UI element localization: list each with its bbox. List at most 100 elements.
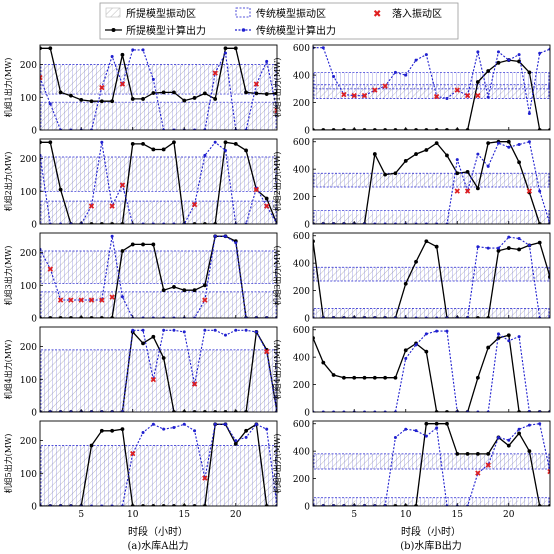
panel-a-1-proposed-point-17 — [202, 91, 207, 96]
panel-a-5-traditional-point-13 — [162, 427, 166, 431]
panel-b-4-proposed-point-4 — [342, 375, 346, 380]
legend-swatch-trad-zone — [235, 7, 251, 18]
panel-b-1-traditional-line — [313, 47, 550, 114]
panel-a-3-proposed-point-6 — [89, 316, 94, 318]
panel-a-5-traditional-point-12 — [151, 422, 155, 426]
panel-a-1-traditional-line — [40, 49, 277, 130]
panel-a-1-fall-point-2: ✖ — [119, 80, 126, 89]
panel-a-4-proposed-point-11 — [141, 341, 145, 346]
panel-a-1-ytick-label-200: 200 — [20, 61, 37, 71]
panel-a-3-proposed-point-12 — [151, 242, 156, 247]
panel-a-5-proposed-point-7 — [99, 428, 104, 433]
panel-b-1-fall-point-2: ✖ — [361, 92, 368, 101]
panel-a-1-proposed-point-7 — [99, 99, 104, 104]
legend-swatch-trad-out — [235, 28, 252, 32]
panel-b-4-ytick-label-400: 400 — [293, 354, 310, 364]
panel-b-5-ytick-label-400: 400 — [293, 448, 310, 458]
panel-a-2-ytick-label-200: 200 — [20, 155, 37, 165]
panel-b-1-frame — [312, 44, 551, 131]
panel-b-3-plot-area — [313, 235, 550, 318]
panel-b-5-traditional-zone-1 — [313, 453, 550, 470]
panel-a-2-proposed-point-23 — [264, 196, 269, 201]
panel-a-5-ytick-label-100: 100 — [20, 470, 37, 480]
panel-b-5-proposed-point-13 — [434, 421, 439, 426]
panel-a-1-fall-point-4: ✖ — [253, 80, 260, 89]
panel-b-3-ylabel: 机组3出力(MW) — [272, 246, 282, 306]
panel-a-1-fall-point-1: ✖ — [98, 84, 105, 93]
panel-a-4-traditional-point-11 — [141, 328, 145, 332]
panel-a-3-proposed-point-8 — [110, 316, 115, 318]
panel-a-4-proposed-point-21 — [244, 410, 248, 412]
panel-b-5-xtick-label-15: 15 — [452, 510, 464, 520]
panel-a-4-fall-point-0: ✖ — [150, 375, 157, 384]
panel-a-2-proposed-point-12 — [151, 147, 156, 152]
panel-a-5-frame — [39, 420, 278, 507]
panel-b-1-proposed-point-11 — [414, 128, 418, 130]
panel-b-1-fall-point-0: ✖ — [341, 90, 348, 99]
panel-a-5-proposed-point-14 — [172, 504, 176, 506]
panel-a-1-proposed-point-18 — [213, 97, 218, 101]
panel-a-4-traditional-point-12 — [151, 377, 155, 381]
panel-b-5-xtick-label-5: 5 — [351, 510, 357, 520]
panel-a-5-proposed-point-8 — [110, 428, 115, 433]
panel-a-4-proposed-line — [40, 329, 277, 412]
panel-a-3-plot-area: ✖✖ ✖ ✖ ✖ ✖ ✖ ✖ — [40, 234, 277, 318]
panel-a-2-proposed-point-10 — [130, 142, 135, 146]
panel-b-2-proposed-point-15 — [455, 171, 460, 176]
panel-a-2-fall-point-3: ✖ — [191, 200, 198, 209]
panel-a-1-frame — [39, 44, 278, 131]
panel-b-4-traditional-point-19 — [496, 332, 500, 336]
panel-a-3-traditional-point-9 — [120, 295, 124, 299]
panel-a-2-traditional-point-18 — [213, 140, 217, 144]
panel-b-5-proposed-point-23 — [537, 504, 542, 506]
panel-a-3-fall-point-5: ✖ — [98, 296, 105, 305]
panel-b-4-proposed-point-21 — [517, 410, 521, 412]
panel-a-4-traditional-point-14 — [172, 328, 176, 332]
panel-b-4-proposed-point-7 — [372, 375, 377, 380]
panel-b-5-ytick-label-600: 600 — [293, 420, 310, 430]
panel-a-5-traditional-point-11 — [141, 430, 145, 434]
panel-b-5-proposed-line — [313, 423, 550, 506]
panel-a-4-traditional-line — [40, 329, 277, 412]
panel-b-2-proposed-point-14 — [445, 153, 449, 158]
panel-a-4-traditional-point-21 — [244, 328, 248, 332]
panel-a-3-proposed-point-1 — [40, 316, 42, 318]
panel-b-1-proposed-point-8 — [383, 128, 388, 130]
panel-a-4-traditional-point-15 — [182, 330, 186, 334]
panel-b-5-proposed-point-17 — [475, 452, 480, 456]
panel-b-2-proposed-point-7 — [372, 152, 377, 156]
panel-b-2-fall-point-1: ✖ — [464, 187, 471, 196]
panel-b-2-traditional-point-20 — [507, 145, 511, 149]
panel-a-3-traditional-point-7 — [100, 298, 104, 302]
panel-b-5-ytick-label-0: 0 — [304, 503, 310, 513]
panel-b-1-fall-point-3: ✖ — [371, 86, 378, 95]
panel-b-3-proposed-point-23 — [537, 240, 542, 245]
panel-a-3-proposed-point-4 — [69, 316, 73, 318]
panel-a-1-traditional-point-18 — [213, 71, 217, 75]
legend-label-prop-zone: 所提模型振动区 — [126, 7, 196, 20]
panel-a-5-proposed-point-23 — [264, 504, 269, 506]
panel-a-4-traditional-point-18 — [213, 328, 217, 332]
panel-a-3-traditional-point-17 — [203, 298, 207, 302]
panel-b-3: 0 200 400 600 机组3出力(MW) — [272, 232, 551, 325]
panel-a-2-traditional-point-22 — [254, 186, 258, 190]
panel-a-4-plot-area: ✖ ✖ ✖ — [40, 328, 277, 412]
panel-b-2-proposed-point-13 — [434, 141, 439, 146]
panel-b-4-proposed-point-14 — [445, 410, 449, 412]
panel-b-5-frame — [312, 420, 551, 507]
panel-b-2-ylabel: 机组2出力(MW) — [272, 152, 282, 212]
panel-b-2-proposed-point-16 — [465, 170, 470, 174]
panel-a-1-traditional-point-10 — [131, 48, 135, 52]
panel-b-5-traditional-point-17 — [476, 471, 480, 475]
panel-b-5-fall-point-1: ✖ — [485, 461, 492, 470]
panel-a-4-proposed-point-17 — [202, 410, 207, 412]
panel-b-5-traditional-point-18 — [486, 463, 490, 467]
panel-b-3-frame — [312, 232, 551, 319]
panel-a-4-proposed-point-12 — [151, 334, 156, 339]
panel-b-2-fall-point-2: ✖ — [526, 187, 533, 196]
panel-b-5-proposed-point-14 — [445, 421, 449, 426]
panel-b-5-fall-point-2: ✖ — [547, 468, 554, 477]
panel-a-2-traditional-point-17 — [203, 153, 207, 157]
panel-b-5-proposed-point-24 — [548, 504, 550, 506]
panel-a-1-traditional-point-19 — [223, 51, 227, 55]
